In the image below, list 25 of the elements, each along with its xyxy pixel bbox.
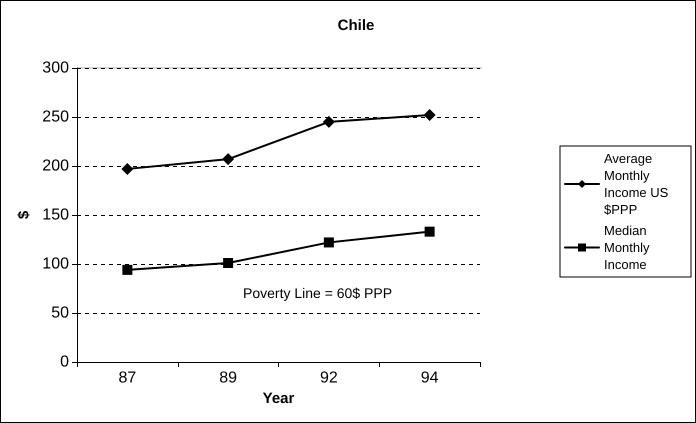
point [122,264,132,275]
x-axis-title: Year [262,390,295,407]
point [324,237,334,248]
y-tick-label: 250 [42,108,70,126]
point [121,162,134,175]
y-tick-label: 150 [42,206,70,224]
point [223,258,234,268]
x-tick-label: 94 [420,370,439,386]
x-tick-label: 87 [118,370,136,386]
legend-label: Median Monthly Income [604,223,654,272]
point [424,109,436,122]
point [222,153,234,166]
annotation: Poverty Line = 60$ PPP [243,285,392,301]
y-tick-label: 50 [51,304,70,322]
point [322,116,335,128]
y-axis-title: $ [15,210,32,220]
legend-label: Average Monthly Income US $PPP [604,151,672,217]
chart-title: Chile [338,17,374,34]
y-tick-label: 300 [42,60,70,76]
y-tick-label: 200 [42,158,70,174]
y-tick-label: 100 [42,256,70,272]
point [424,226,435,237]
y-tick-label: 0 [60,354,70,370]
x-tick-label: 89 [219,370,238,386]
x-tick-label: 92 [320,370,338,386]
